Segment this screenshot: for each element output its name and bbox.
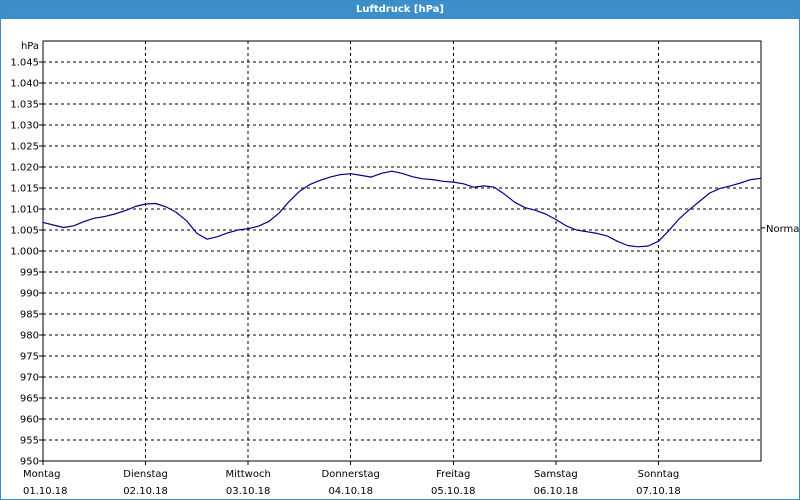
y-tick-label: 1.005 — [10, 226, 39, 237]
chart-title: Luftdruck [hPa] — [1, 1, 799, 19]
y-tick-label: 975 — [20, 352, 39, 363]
x-tick-date: 04.10.18 — [328, 486, 373, 497]
y-tick-label: 1.035 — [10, 100, 39, 111]
y-tick-label: 1.015 — [10, 184, 39, 195]
y-tick-label: 995 — [20, 268, 39, 279]
pressure-line — [42, 170, 762, 248]
x-tick-date: 03.10.18 — [226, 486, 271, 497]
y-tick-label: 960 — [20, 415, 39, 426]
x-tick-date: 06.10.18 — [534, 486, 579, 497]
plot-frame — [42, 40, 762, 462]
y-tick-label: 985 — [20, 310, 39, 321]
x-tick-weekday: Donnerstag — [322, 469, 380, 480]
y-tick-label: 1.045 — [10, 58, 39, 69]
x-tick-weekday: Freitag — [436, 469, 470, 480]
x-tick-weekday: Sonntag — [638, 469, 680, 480]
x-tick-date: 02.10.18 — [123, 486, 168, 497]
y-tick-label: 1.025 — [10, 142, 39, 153]
y-tick-label: 990 — [20, 289, 39, 300]
y-tick-label: 1.040 — [10, 79, 39, 90]
y-tick-label: 955 — [20, 436, 39, 447]
x-tick-weekday: Montag — [23, 469, 60, 480]
reference-label: Normal — [766, 224, 799, 235]
y-tick-label: 1.000 — [10, 247, 39, 258]
y-tick-label: 1.010 — [10, 205, 39, 216]
x-tick-date: 05.10.18 — [431, 486, 476, 497]
series-layer — [42, 170, 762, 248]
x-tick-date: 01.10.18 — [23, 486, 68, 497]
y-tick-label: 970 — [20, 373, 39, 384]
x-tick-weekday: Dienstag — [123, 469, 168, 480]
y-tick-label: 950 — [20, 457, 39, 468]
x-tick-date: 07.10.18 — [636, 486, 681, 497]
axis-layer: 950 955 960 965 970 975 980 985 990 995 1.000 1.005… — [10, 41, 799, 497]
y-tick-label: 965 — [20, 394, 39, 405]
y-tick-label: 1.030 — [10, 121, 39, 132]
x-tick-weekday: Mittwoch — [225, 469, 270, 480]
y-axis-unit-label: hPa — [21, 41, 39, 52]
x-tick-weekday: Samstag — [534, 469, 578, 480]
y-tick-label: 980 — [20, 331, 39, 342]
grid-layer — [43, 41, 761, 462]
y-tick-label: 1.020 — [10, 163, 39, 174]
